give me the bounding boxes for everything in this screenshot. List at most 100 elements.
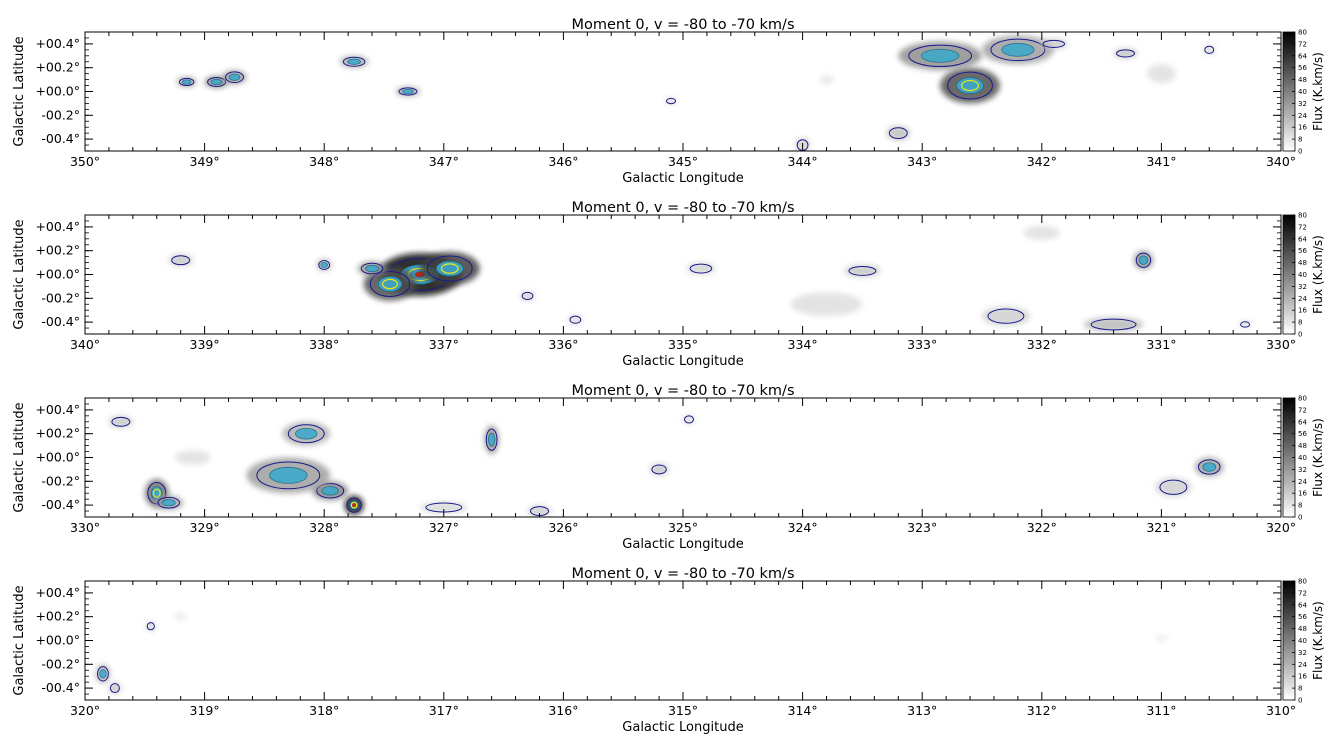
y-tick-label: -00.2° xyxy=(41,473,80,488)
emission-clump xyxy=(1155,634,1168,642)
x-tick-label: 316° xyxy=(548,703,578,718)
x-tick-label: 349° xyxy=(190,154,220,169)
contour-mid xyxy=(1138,255,1149,265)
x-axis-label: Galactic Longitude xyxy=(622,537,743,552)
x-tick-label: 330° xyxy=(1266,337,1296,352)
contour-low xyxy=(316,483,345,499)
y-tick-label: +00.4° xyxy=(35,585,80,600)
plot-area xyxy=(85,32,1281,151)
y-tick-label: +00.2° xyxy=(35,60,80,75)
contour-low xyxy=(908,44,973,68)
contour-mid xyxy=(365,264,379,273)
y-axis: +00.4° +00.2° +00.0° -00.2° -00.4° xyxy=(35,397,1281,518)
colorbar-tick-label: 32 xyxy=(1298,283,1307,291)
contour-low xyxy=(287,424,325,444)
y-axis: +00.4° +00.2° +00.0° -00.2° -00.4° xyxy=(35,214,1281,335)
contour-high xyxy=(961,79,980,92)
x-axis: 350° 349° 348° 347° 346° 345° 344° 343° 342° 341°… xyxy=(70,32,1296,169)
y-tick-label: +00.2° xyxy=(35,243,80,258)
x-tick-label: 333° xyxy=(907,337,937,352)
x-tick-label: 312° xyxy=(1027,703,1057,718)
y-tick-label: +00.0° xyxy=(35,450,80,465)
x-tick-label: 330° xyxy=(70,520,100,535)
colorbar-tick-label: 40 xyxy=(1298,88,1307,96)
x-tick-label: 320° xyxy=(1266,520,1296,535)
y-axis-label: Galactic Latitude xyxy=(12,36,27,146)
colorbar-tick-label: 16 xyxy=(1298,124,1307,132)
x-tick-label: 326° xyxy=(548,520,578,535)
contour-low xyxy=(256,461,321,490)
colorbar-tick-label: 40 xyxy=(1298,271,1307,279)
contour-mid xyxy=(956,77,984,94)
colorbar-tick-label: 16 xyxy=(1298,673,1307,681)
x-tick-label: 317° xyxy=(429,703,459,718)
contour-high xyxy=(152,488,161,498)
panel-4: Moment 0, v = -80 to -70 km/s 320° 319° 318… xyxy=(12,566,1325,735)
x-axis-label: Galactic Longitude xyxy=(622,720,743,735)
contour-low xyxy=(225,71,244,84)
x-tick-label: 350° xyxy=(70,154,100,169)
contour-low xyxy=(1116,49,1135,58)
panel-1: Moment 0, v = -80 to -70 km/s 350° 349° 348… xyxy=(12,17,1325,186)
contour-mid xyxy=(435,260,464,277)
emission-clump xyxy=(174,613,187,621)
colorbar-tick-label: 64 xyxy=(1298,52,1307,60)
contour-low xyxy=(987,308,1025,324)
contour-low xyxy=(689,263,713,274)
x-tick-label: 319° xyxy=(190,703,220,718)
contour-low xyxy=(157,496,180,509)
contour-low xyxy=(178,77,195,87)
colorbar-label: Flux (K.km/s) xyxy=(1311,601,1325,680)
contour-low xyxy=(848,265,877,276)
contour-low xyxy=(1204,45,1215,54)
colorbar-tick-label: 16 xyxy=(1298,490,1307,498)
colorbar-tick-label: 40 xyxy=(1298,637,1307,645)
contour-low xyxy=(1090,318,1137,331)
colorbar-tick-label: 80 xyxy=(1298,29,1307,37)
colorbar-tick-label: 32 xyxy=(1298,466,1307,474)
contour-low xyxy=(360,262,384,275)
x-tick-label: 313° xyxy=(907,703,937,718)
colorbar-tick-label: 8 xyxy=(1298,502,1302,510)
x-tick-label: 324° xyxy=(788,520,818,535)
x-axis: 330° 329° 328° 327° 326° 325° 324° 323° 322° 321°… xyxy=(70,398,1296,535)
emission-clump xyxy=(790,292,863,317)
colorbar-tick-label: 56 xyxy=(1298,430,1307,438)
x-tick-label: 322° xyxy=(1027,520,1057,535)
y-tick-label: +00.2° xyxy=(35,426,80,441)
colorbar-tick-label: 64 xyxy=(1298,601,1307,609)
x-tick-label: 339° xyxy=(190,337,220,352)
emission-map xyxy=(95,613,1168,695)
contour-low xyxy=(426,255,473,282)
plot-area xyxy=(85,581,1281,700)
x-tick-label: 348° xyxy=(309,154,339,169)
contour-high xyxy=(440,263,459,274)
contour-mid xyxy=(377,276,403,292)
contour-low xyxy=(111,416,131,427)
x-axis-label: Galactic Longitude xyxy=(622,171,743,186)
x-tick-label: 331° xyxy=(1146,337,1176,352)
contour-low xyxy=(521,291,534,300)
colorbar-tick-label: 64 xyxy=(1298,418,1307,426)
contour-low xyxy=(342,56,366,67)
y-tick-label: -00.2° xyxy=(41,656,80,671)
contour-low xyxy=(1240,321,1251,328)
x-tick-label: 347° xyxy=(429,154,459,169)
contour-mid xyxy=(1202,462,1217,472)
y-tick-label: -00.2° xyxy=(41,107,80,122)
colorbar-tick-label: 32 xyxy=(1298,649,1307,657)
colorbar-tick-label: 0 xyxy=(1298,697,1302,705)
y-axis-label: Galactic Latitude xyxy=(12,585,27,695)
contour-low xyxy=(171,255,191,266)
contour-mid xyxy=(269,466,308,484)
emission-clump xyxy=(1155,477,1192,497)
y-tick-label: +00.4° xyxy=(35,402,80,417)
colorbar-tick-label: 72 xyxy=(1298,589,1307,597)
emission-clump xyxy=(1147,64,1176,84)
colorbar-tick-label: 64 xyxy=(1298,235,1307,243)
y-tick-label: +00.4° xyxy=(35,219,80,234)
colorbar-tick-label: 8 xyxy=(1298,136,1302,144)
x-tick-label: 342° xyxy=(1027,154,1057,169)
x-tick-label: 318° xyxy=(309,703,339,718)
emission-map xyxy=(108,414,1224,517)
